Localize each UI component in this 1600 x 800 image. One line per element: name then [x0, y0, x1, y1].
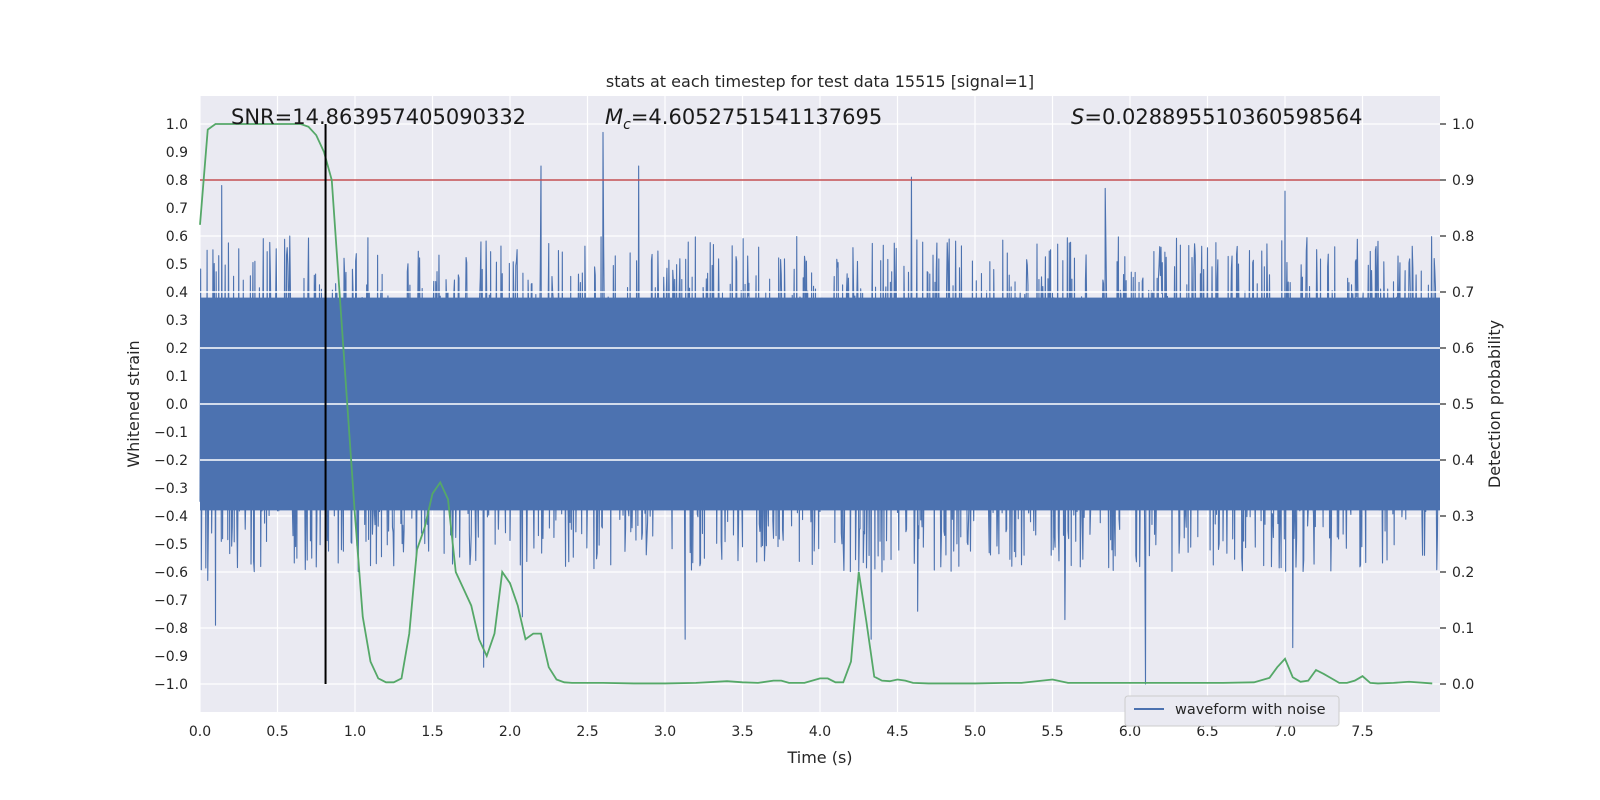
- y-tick-label: 0.1: [166, 369, 188, 385]
- y-tick-label: 0.3: [166, 313, 188, 329]
- chirp-mass-value: =4.6052751541137695: [631, 105, 882, 129]
- y-tick-label: −0.7: [154, 593, 188, 609]
- x-tick-label: 1.0: [344, 724, 366, 740]
- chart-title: stats at each timestep for test data 155…: [606, 72, 1034, 91]
- y2-axis-ticks: 1.0 0.9 0.8 0.7 0.6 0.5 0.4 0.3 0.2 0.1 0.0: [1440, 117, 1474, 693]
- y2-tick-label: 0.8: [1452, 229, 1474, 245]
- y-tick-label: 0.2: [166, 341, 188, 357]
- y-tick-label: 0.5: [166, 257, 188, 273]
- y-tick-label: 0.9: [166, 145, 188, 161]
- y-tick-label: −0.1: [154, 425, 188, 441]
- y-tick-label: 0.8: [166, 173, 188, 189]
- y2-tick-label: 0.6: [1452, 341, 1474, 357]
- s-symbol: S: [1071, 105, 1084, 129]
- strain-grid-overlay: [200, 291, 1440, 461]
- x-tick-label: 4.5: [886, 724, 908, 740]
- y2-tick-label: 0.1: [1452, 621, 1474, 637]
- y-tick-label: −0.4: [154, 509, 188, 525]
- x-tick-label: 0.5: [266, 724, 288, 740]
- y2-tick-label: 0.4: [1452, 453, 1474, 469]
- chirp-mass-symbol: M: [605, 105, 623, 129]
- x-tick-label: 6.0: [1119, 724, 1141, 740]
- y-tick-label: 0.6: [166, 229, 188, 245]
- y2-tick-label: 0.5: [1452, 397, 1474, 413]
- y-tick-label: −0.5: [154, 537, 188, 553]
- legend: waveform with noise: [1124, 695, 1340, 727]
- x-tick-label: 5.0: [964, 724, 986, 740]
- y-tick-label: −0.3: [154, 481, 188, 497]
- y-tick-label: −0.9: [154, 649, 188, 665]
- x-tick-label: 3.5: [731, 724, 753, 740]
- y-tick-label: −0.2: [154, 453, 188, 469]
- y-tick-label: 1.0: [166, 117, 188, 133]
- y-tick-label: 0.7: [166, 201, 188, 217]
- x-tick-label: 1.5: [421, 724, 443, 740]
- y-tick-label: −1.0: [154, 677, 188, 693]
- y-tick-label: −0.8: [154, 621, 188, 637]
- y2-tick-label: 0.2: [1452, 565, 1474, 581]
- x-tick-label: 0.0: [189, 724, 211, 740]
- chirp-mass-annotation: Mc=4.6052751541137695: [605, 105, 882, 133]
- x-tick-label: 2.5: [576, 724, 598, 740]
- series-detection-probability: [199, 123, 1433, 685]
- x-tick-label: 2.0: [499, 724, 521, 740]
- snr-annotation: SNR=14.863957405090332: [231, 105, 526, 129]
- x-tick-label: 6.5: [1196, 724, 1218, 740]
- chirp-mass-subscript: c: [623, 117, 631, 133]
- y2-tick-label: 0.0: [1452, 677, 1474, 693]
- x-axis-label: Time (s): [786, 748, 852, 767]
- y-tick-label: −0.6: [154, 565, 188, 581]
- y-tick-label: 0.0: [166, 397, 188, 413]
- y2-tick-label: 0.9: [1452, 173, 1474, 189]
- x-axis-ticks: 0.0 0.5 1.0 1.5 2.0 2.5 3.0 3.5 4.0 4.5 5.0 5.5 6.0 6…: [189, 724, 1374, 740]
- y-axis-ticks: 1.0 0.9 0.8 0.7 0.6 0.5 0.4 0.3 0.2 0.1 0.0 −0.1 −0.…: [154, 117, 188, 693]
- s-annotation: S=0.028895510360598564: [1071, 105, 1362, 129]
- y-tick-label: 0.4: [166, 285, 188, 301]
- x-tick-label: 4.0: [809, 724, 831, 740]
- legend-box: [1124, 695, 1340, 727]
- x-tick-label: 7.0: [1274, 724, 1296, 740]
- y-axis-label: Whitened strain: [124, 340, 143, 467]
- y2-tick-label: 0.3: [1452, 509, 1474, 525]
- y2-tick-label: 0.7: [1452, 285, 1474, 301]
- x-tick-label: 3.0: [654, 724, 676, 740]
- x-tick-label: 5.5: [1041, 724, 1063, 740]
- y2-tick-label: 1.0: [1452, 117, 1474, 133]
- s-value: =0.028895510360598564: [1084, 105, 1362, 129]
- y2-axis-label: Detection probability: [1485, 320, 1504, 488]
- legend-label-waveform: waveform with noise: [1175, 702, 1326, 718]
- x-tick-label: 7.5: [1351, 724, 1373, 740]
